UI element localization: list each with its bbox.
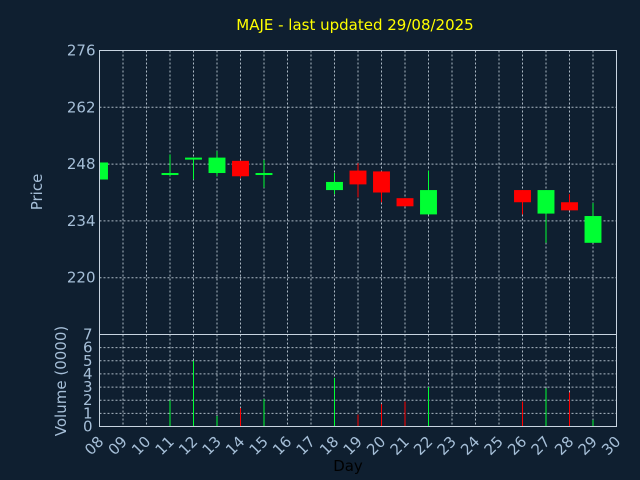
candle-body-up	[99, 162, 108, 180]
x-tick-label: 15	[246, 433, 272, 459]
volume-y-tick-label: 4	[83, 365, 93, 383]
candle-body-up	[208, 157, 226, 174]
volume-y-tick-label: 5	[83, 352, 93, 370]
candle-body-up	[584, 216, 602, 243]
x-tick-label: 17	[293, 433, 319, 459]
price-y-ticks: 220 234 248 262 276	[67, 42, 96, 287]
x-tick-label: 12	[175, 433, 201, 459]
x-tick-label: 30	[598, 433, 624, 459]
candle-body-up	[420, 190, 437, 215]
candle-body-down	[232, 160, 249, 177]
candles	[99, 151, 602, 243]
x-tick-label: 18	[316, 433, 342, 459]
volume-y-tick-label: 1	[83, 404, 93, 422]
x-axis-label: Day	[333, 457, 363, 475]
candle-body-up	[161, 173, 179, 176]
x-tick-label: 21	[387, 433, 413, 459]
candle-body-down	[349, 170, 367, 185]
x-tick-label: 20	[363, 433, 389, 459]
x-tick-label: 16	[269, 433, 295, 459]
volume-bars	[169, 360, 594, 427]
candle-body-down	[373, 171, 390, 193]
price-y-tick-label: 276	[67, 42, 96, 60]
volume-y-tick-label: 6	[83, 339, 93, 357]
x-tick-label: 13	[199, 433, 225, 459]
price-grid	[99, 50, 617, 335]
candle-body-up	[326, 181, 343, 191]
volume-y-tick-label: 7	[83, 326, 93, 344]
x-tick-label: 11	[152, 433, 178, 459]
candle-body-down	[561, 202, 578, 211]
x-tick-label: 08	[81, 433, 107, 459]
x-tick-label: 29	[575, 433, 601, 459]
x-tick-label: 26	[504, 433, 530, 459]
volume-axis-label: Volume (0000)	[52, 326, 70, 436]
candle-body-up	[185, 157, 202, 160]
candle-body-down	[514, 190, 531, 203]
x-tick-label: 23	[434, 433, 460, 459]
x-tick-label: 25	[481, 433, 507, 459]
price-y-tick-label: 220	[67, 269, 96, 287]
x-tick-label: 10	[128, 433, 154, 459]
x-tick-label: 27	[528, 433, 554, 459]
volume-grid	[99, 334, 617, 427]
x-tick-label: 14	[222, 433, 248, 459]
volume-panel-frame	[99, 334, 617, 427]
price-y-tick-label: 248	[67, 155, 96, 173]
x-tick-label: 19	[340, 433, 366, 459]
candle-body-down	[396, 198, 414, 207]
price-axis-label: Price	[28, 174, 46, 211]
x-ticks: 0809101112131415161718192021222324252627…	[81, 433, 624, 459]
x-tick-label: 28	[551, 433, 577, 459]
x-tick-label: 09	[105, 433, 131, 459]
price-y-tick-label: 234	[67, 212, 96, 230]
volume-y-tick-label: 2	[83, 391, 93, 409]
candle-body-up	[255, 173, 273, 176]
price-y-tick-label: 262	[67, 98, 96, 116]
x-tick-label: 24	[457, 433, 483, 459]
x-tick-label: 22	[410, 433, 436, 459]
candle-body-up	[537, 190, 555, 214]
volume-y-tick-label: 3	[83, 378, 93, 396]
volume-y-tick-label: 0	[83, 418, 93, 436]
chart-title: MAJE - last updated 29/08/2025	[236, 16, 473, 34]
